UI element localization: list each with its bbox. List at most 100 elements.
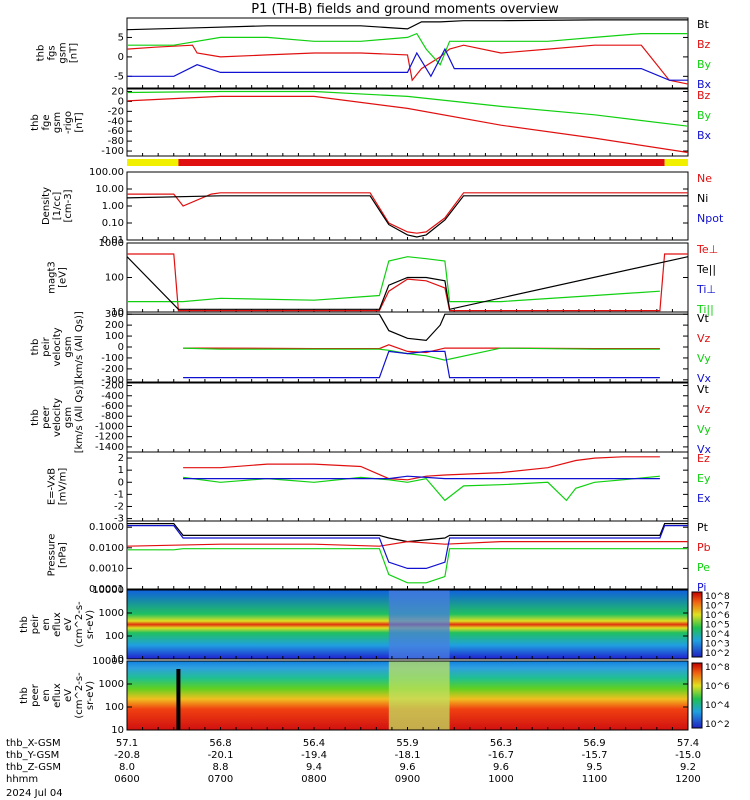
legend-entry: Vz xyxy=(697,332,711,345)
heatmap-lobe-gap xyxy=(388,590,450,659)
y-axis-label: peir xyxy=(30,614,41,634)
y-tick-label: 0.0001 xyxy=(89,584,124,595)
y-tick-label: 300 xyxy=(105,309,124,320)
x-tick-label: 1200 xyxy=(675,774,700,785)
y-tick-label: -100 xyxy=(101,353,124,364)
y-tick-label: 1 xyxy=(118,465,124,476)
legend-entry: Bx xyxy=(697,78,712,91)
x-tick-label: 56.4 xyxy=(303,738,325,749)
legend-entry: Pi xyxy=(697,581,706,594)
legend-entry: Bx xyxy=(697,129,712,142)
y-axis-label: fge xyxy=(41,114,52,130)
colorbar xyxy=(691,591,703,658)
x-tick-label: 56.8 xyxy=(209,738,231,749)
y-axis-label: peir xyxy=(41,336,52,356)
x-tick-label: 55.9 xyxy=(396,738,418,749)
y-tick-label: 0 xyxy=(118,52,124,63)
y-tick-label: 100 xyxy=(105,702,124,713)
x-tick-label: 9.2 xyxy=(680,762,696,773)
x-tick-label: -19.4 xyxy=(301,750,327,761)
x-tick-label: -18.1 xyxy=(395,750,421,761)
x-tick-label: -15.0 xyxy=(675,750,701,761)
y-axis-label: [nT] xyxy=(69,43,80,63)
x-tick-label: 57.1 xyxy=(116,738,138,749)
y-axis-label: Density xyxy=(41,187,52,225)
y-axis-label: magt3 xyxy=(47,261,58,294)
y-tick-label: -200 xyxy=(101,381,124,392)
legend-entry: Bz xyxy=(697,38,711,51)
series-line-Vx xyxy=(183,350,660,379)
y-tick-label: 1000 xyxy=(99,238,124,249)
x-tick-label: 0900 xyxy=(395,774,420,785)
y-tick-label: -3 xyxy=(114,514,124,525)
y-axis-label: thb xyxy=(19,616,30,633)
colorbar-tick-label: 10^7 xyxy=(705,602,730,612)
panel-3: 100.00 10.00 1.00 0.10 0.01 Density [1/cc] [cm-… xyxy=(41,167,724,246)
panel-frame xyxy=(126,382,689,453)
legend-entry: Pe xyxy=(697,561,710,574)
x-tick-label: 0800 xyxy=(301,774,326,785)
x-tick-label: 9.4 xyxy=(306,762,322,773)
x-tick-label: 9.6 xyxy=(493,762,509,773)
legend-entry: Ex xyxy=(697,492,711,505)
series-line-Ne xyxy=(127,192,688,234)
y-tick-label: 1000 xyxy=(99,608,124,619)
y-axis-label: thb xyxy=(30,409,41,426)
x-tick-label: -20.8 xyxy=(114,750,140,761)
x-tick-label: 57.4 xyxy=(677,738,699,749)
colorbar-tick-label: 10^8 xyxy=(705,663,730,673)
x-tick-label: 8.8 xyxy=(213,762,229,773)
y-tick-label: -600 xyxy=(101,401,124,412)
legend-entry: Vt xyxy=(697,312,710,325)
y-axis-label: eflux xyxy=(52,612,63,637)
colorbar-tick-label: 10^2 xyxy=(705,649,730,659)
series-line-Bx xyxy=(127,47,688,81)
y-tick-label: 10 xyxy=(111,654,124,665)
y-tick-label: 2 xyxy=(118,453,124,464)
y-axis-label: thb xyxy=(36,45,47,62)
y-tick-label: 200 xyxy=(105,320,124,331)
y-tick-label: 100 xyxy=(105,331,124,342)
series-line-Pt xyxy=(127,522,688,543)
y-axis-label: [1/cc] xyxy=(52,192,63,221)
x-tick-label: 1100 xyxy=(582,774,607,785)
y-tick-label: 10 xyxy=(111,307,124,318)
colorbar-tick-label: 10^2 xyxy=(705,720,730,730)
y-tick-label: 100.00 xyxy=(89,167,124,178)
y-axis-label: peer xyxy=(41,405,52,429)
panel-frame xyxy=(126,520,689,590)
y-tick-label: 0.0010 xyxy=(89,563,124,574)
y-tick-label: -100 xyxy=(101,146,124,157)
x-row-name: hhmm xyxy=(6,774,38,785)
series-line-Bz xyxy=(126,44,689,85)
series-line-Bt xyxy=(126,19,688,31)
legend-entry: Te⊥ xyxy=(696,243,718,256)
y-axis-label: sr-eV) xyxy=(85,610,96,639)
x-axis-labels: thb_X-GSM 57.1 56.8 56.4 55.9 56.3 56.9 57.4 thb… xyxy=(6,738,701,785)
colorbar-tick-label: 10^5 xyxy=(705,621,730,631)
y-axis-label: (cm^2-s- xyxy=(74,601,85,648)
y-axis-label: thb xyxy=(30,114,41,131)
legend-entry: Bt xyxy=(697,18,710,31)
y-axis-label: thb xyxy=(30,339,41,356)
y-axis-label: E=-VxB xyxy=(47,468,58,505)
panel-frame xyxy=(126,171,689,241)
heatmap-lobe-gap xyxy=(388,661,450,730)
y-axis-label: [mV/m] xyxy=(58,468,69,506)
status-bar-segment xyxy=(178,159,665,166)
legend-entry: Bz xyxy=(697,89,711,102)
y-tick-label: -300 xyxy=(101,375,124,386)
y-tick-label: -200 xyxy=(101,364,124,375)
legend-entry: Ey xyxy=(697,472,711,485)
x-tick-label: 9.5 xyxy=(587,762,603,773)
y-axis-label: en xyxy=(41,689,52,702)
series-line-Pb xyxy=(126,540,688,547)
series-line-Vy xyxy=(183,347,660,361)
legend-entry: Ti⊥ xyxy=(696,283,716,296)
panel-frame xyxy=(126,311,689,383)
legend-entry: Pt xyxy=(697,521,709,534)
panel-6: -200-400-600-800-1000-1200-1400 thb peer ve… xyxy=(30,381,712,456)
y-tick-label: 0.0100 xyxy=(89,543,124,554)
x-tick-label: 1000 xyxy=(488,774,513,785)
